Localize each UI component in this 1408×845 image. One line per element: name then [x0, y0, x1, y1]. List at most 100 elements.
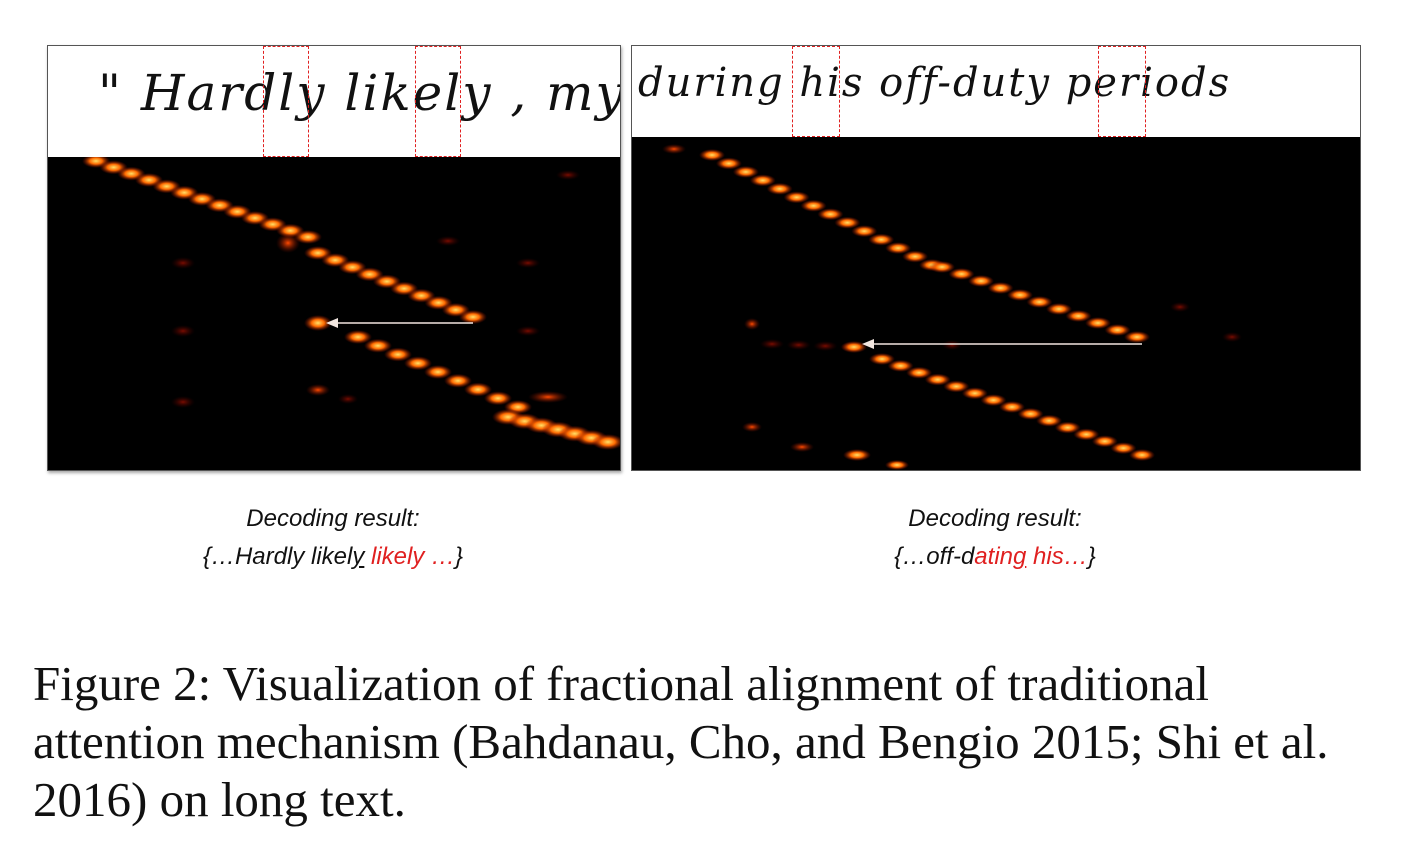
attention-cell-right — [968, 275, 994, 287]
decoding-result-left: Decoding result: {…Hardly likely likely … — [47, 500, 619, 576]
attention-cell-left — [171, 257, 195, 269]
attention-cell-left — [294, 230, 322, 244]
attention-cell-right — [929, 261, 955, 273]
attention-cell-right — [885, 460, 909, 470]
attention-cell-left — [436, 236, 460, 246]
attention-cell-left — [444, 373, 472, 388]
output-right-error-b: his… — [1026, 543, 1088, 570]
attention-cell-right — [1170, 302, 1190, 312]
attention-cell-left — [464, 382, 492, 397]
attention-cell-left — [528, 391, 568, 403]
handwriting-strip-right: during his off-duty periods — [632, 46, 1360, 137]
decoding-output-left: {…Hardly likely likely …} — [47, 538, 619, 576]
attention-cell-left — [484, 391, 512, 406]
attention-cell-right — [1026, 296, 1053, 308]
highlight-box-right-1 — [792, 46, 840, 137]
attention-cell-right — [742, 422, 762, 432]
attention-cell-left — [556, 170, 580, 180]
decoding-result-right: Decoding result: {…off-dating his…} — [631, 500, 1359, 576]
handwritten-text-right: during his off-duty periods — [638, 60, 1232, 106]
attention-cell-right — [790, 442, 814, 452]
decoding-output-right: {…off-dating his…} — [631, 538, 1359, 576]
attention-cell-right — [1073, 428, 1100, 441]
highlight-box-left-2 — [415, 46, 461, 157]
right-attention-figure: during his off-duty periods — [631, 45, 1361, 471]
figure-caption: Figure 2: Visualization of fractional al… — [33, 656, 1329, 827]
attention-cell-right — [817, 208, 844, 221]
attention-cell-right — [813, 341, 838, 351]
arrowhead-left — [326, 318, 338, 328]
attention-cell-right — [841, 341, 867, 353]
output-right-underlined: g — [1013, 543, 1027, 570]
attention-cell-right — [869, 353, 895, 365]
attention-cell-right — [1054, 421, 1081, 434]
attention-cell-right — [715, 157, 742, 170]
attention-cell-right — [999, 401, 1025, 413]
attention-cell-left — [304, 315, 332, 331]
attention-cell-right — [1110, 442, 1137, 455]
attention-cell-left — [404, 356, 432, 371]
output-left-underlined: y — [352, 543, 365, 570]
attention-cell-right — [1129, 449, 1155, 461]
output-left-space — [364, 543, 371, 570]
attention-cell-right — [699, 149, 725, 161]
attention-cell-left — [516, 326, 540, 336]
output-left-end: } — [455, 543, 464, 570]
attention-cell-right — [843, 449, 871, 461]
attention-heatmap-left — [48, 157, 620, 470]
highlight-box-right-2 — [1098, 46, 1146, 137]
output-right-error-a: atin — [974, 543, 1013, 570]
attention-cell-right — [948, 268, 975, 280]
handwriting-strip-left: " Hardly likely , my — [48, 46, 620, 157]
attention-cell-right — [800, 199, 827, 212]
attention-cell-right — [744, 318, 760, 330]
output-right-end: } — [1087, 543, 1096, 570]
attention-cell-right — [834, 216, 861, 229]
attention-cell-right — [662, 144, 686, 154]
attention-cell-right — [1124, 331, 1150, 343]
attention-cell-left — [459, 310, 487, 324]
attention-cell-right — [943, 380, 970, 393]
attention-cell-left — [384, 347, 412, 362]
attention-cell-right — [868, 233, 895, 246]
attention-cell-left — [276, 233, 300, 253]
attention-cell-right — [1046, 303, 1072, 315]
attention-cell-right — [1017, 407, 1044, 420]
attention-cell-right — [1036, 414, 1063, 427]
left-attention-figure: " Hardly likely , my — [47, 45, 621, 471]
attention-cell-right — [766, 182, 793, 195]
output-right-start: {…off-d — [894, 543, 975, 570]
attention-cell-right — [1007, 289, 1033, 301]
attention-cell-right — [732, 165, 759, 178]
attention-cell-right — [961, 387, 988, 400]
attention-cell-right — [749, 174, 776, 187]
decoding-label-left: Decoding result: — [246, 505, 420, 532]
attention-cell-right — [906, 366, 933, 379]
attention-cell-right — [987, 282, 1014, 294]
attention-cell-left — [424, 365, 452, 379]
attention-cell-right — [851, 225, 878, 238]
attention-cell-right — [924, 373, 951, 386]
attention-cell-right — [887, 359, 914, 372]
attention-cell-left — [171, 396, 195, 408]
attention-cell-right — [1065, 310, 1092, 322]
output-left-error: likely … — [371, 543, 456, 570]
attention-heatmap-right — [632, 137, 1360, 470]
attention-cell-left — [592, 434, 620, 450]
attention-cell-right — [760, 339, 784, 349]
attention-cell-left — [344, 330, 372, 344]
attention-cell-right — [783, 191, 810, 204]
handwritten-text-left: " Hardly likely , my — [98, 64, 620, 122]
attention-cell-left — [338, 394, 358, 404]
attention-cell-right — [1104, 324, 1131, 336]
attention-cell-right — [1085, 317, 1111, 329]
arrowhead-right — [862, 339, 874, 349]
attention-cell-left — [516, 258, 540, 268]
attention-cell-left — [171, 325, 195, 337]
output-left-start: {…Hardly likel — [202, 543, 353, 570]
highlight-box-left-1 — [263, 46, 309, 157]
attention-cell-right — [1222, 332, 1242, 342]
attention-cell-right — [885, 242, 912, 255]
attention-cell-left — [364, 338, 392, 353]
attention-cell-right — [1091, 435, 1118, 448]
